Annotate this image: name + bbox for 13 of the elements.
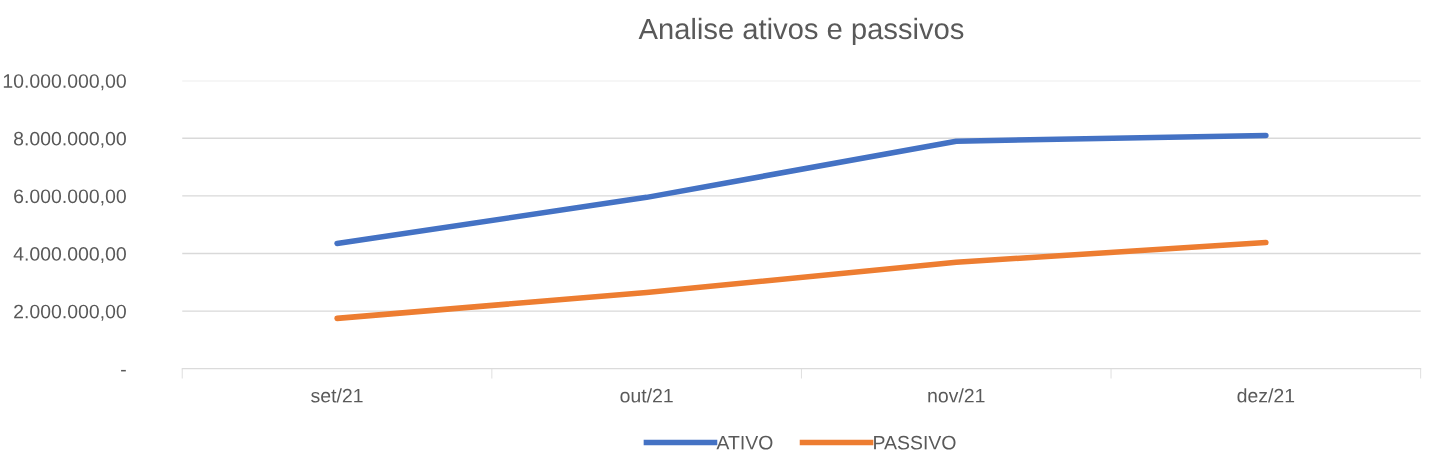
x-tick-label: set/21: [311, 388, 363, 403]
x-tick-label: nov/21: [928, 388, 985, 403]
y-tick-label: 10.000.000,00: [3, 74, 126, 91]
x-tick-label: dez/21: [1237, 388, 1295, 403]
y-tick-label: 6.000.000,00: [14, 189, 126, 206]
y-tick-label: 2.000.000,00: [14, 304, 126, 321]
legend-label: PASSIVO: [874, 435, 956, 450]
legend-label: ATIVO: [716, 435, 773, 450]
chart-title: Analise ativos e passivos: [638, 17, 964, 46]
x-tick-label: out/21: [620, 388, 673, 403]
y-tick-label: -: [121, 369, 126, 372]
y-tick-label: 8.000.000,00: [14, 131, 126, 148]
y-tick-label: 4.000.000,00: [13, 247, 126, 264]
